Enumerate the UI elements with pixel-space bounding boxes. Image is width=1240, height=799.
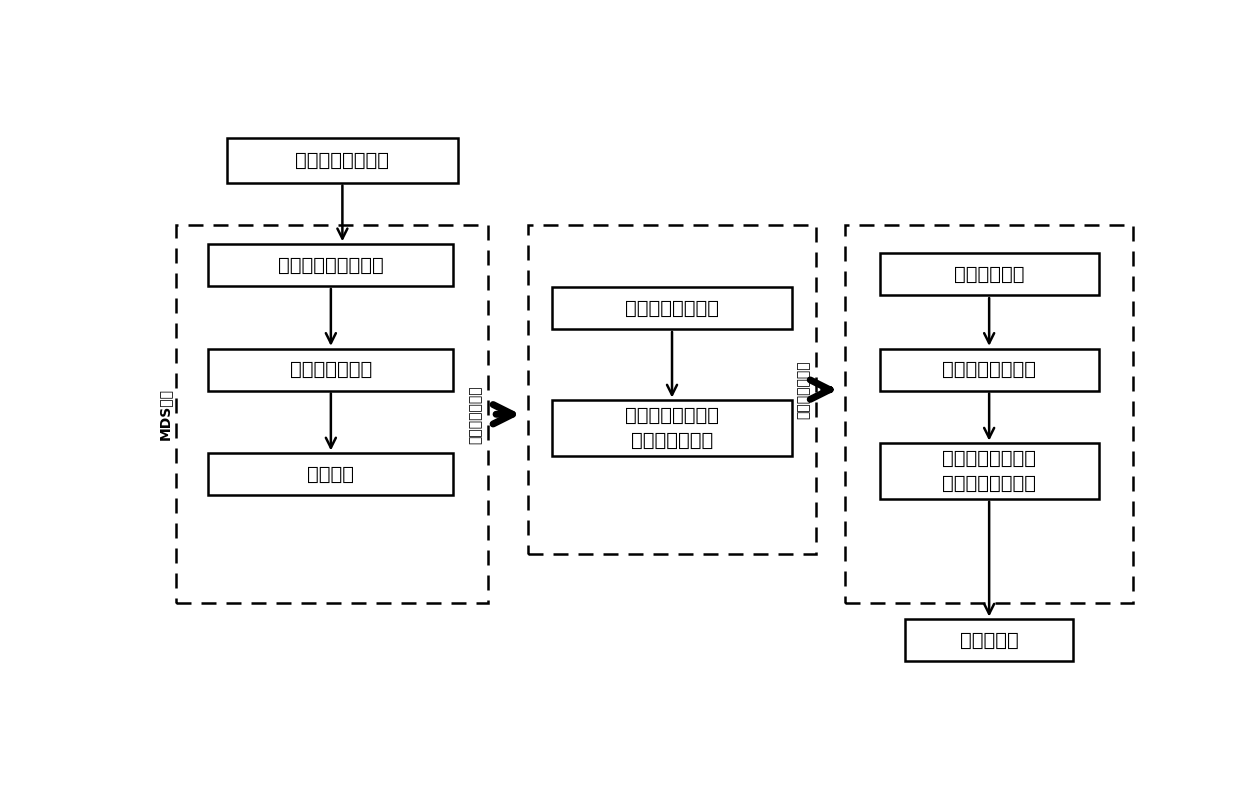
FancyBboxPatch shape	[208, 453, 454, 495]
Text: 计算相关系数: 计算相关系数	[954, 264, 1024, 284]
FancyBboxPatch shape	[879, 443, 1099, 499]
FancyBboxPatch shape	[879, 253, 1099, 295]
Text: 原始运动捕捉序列: 原始运动捕捉序列	[295, 151, 389, 170]
FancyBboxPatch shape	[905, 619, 1074, 662]
FancyBboxPatch shape	[208, 244, 454, 286]
FancyBboxPatch shape	[227, 138, 458, 183]
Text: 求低维曲线极值点: 求低维曲线极值点	[625, 299, 719, 318]
FancyBboxPatch shape	[879, 348, 1099, 391]
Text: 根据极值点间幅度
确定初始分割点: 根据极值点间幅度 确定初始分割点	[625, 406, 719, 450]
Text: 将平方阵中心化: 将平方阵中心化	[290, 360, 372, 380]
FancyBboxPatch shape	[208, 348, 454, 391]
Text: 最终分割点: 最终分割点	[960, 631, 1018, 650]
Text: MDS处理: MDS处理	[157, 388, 171, 440]
Text: 对楠间斜交空间距
离进行相似性检测: 对楠间斜交空间距 离进行相似性检测	[942, 449, 1037, 493]
FancyBboxPatch shape	[552, 400, 792, 455]
Text: 求得最终分割点: 求得最终分割点	[796, 360, 811, 419]
FancyBboxPatch shape	[552, 287, 792, 329]
Text: 求得初始分割点: 求得初始分割点	[469, 385, 482, 443]
Text: 求解斜交空间距离: 求解斜交空间距离	[942, 360, 1037, 380]
Text: 求欧氏距离平方矩阵: 求欧氏距离平方矩阵	[278, 256, 383, 275]
Text: 特征分解: 特征分解	[308, 465, 355, 483]
